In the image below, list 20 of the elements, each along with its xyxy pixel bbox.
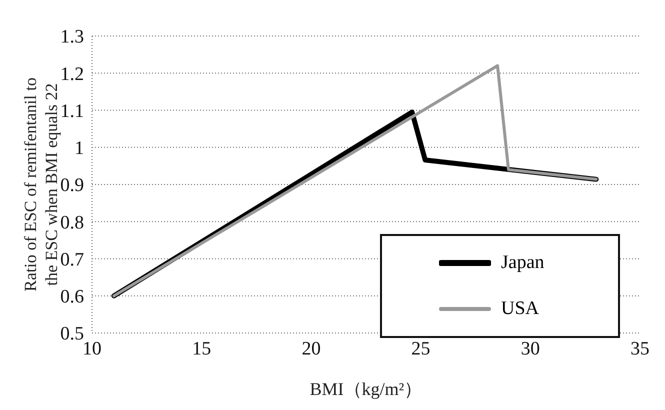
y-axis-title: Ratio of ESC of remifentanil to the ESC when BMI equals 22 — [21, 78, 61, 292]
legend-label: Japan — [501, 252, 546, 274]
x-tick-label: 25 — [411, 338, 430, 360]
y-tick-label: 0.8 — [60, 212, 84, 234]
x-tick-label: 30 — [520, 338, 540, 360]
line-series — [112, 64, 598, 298]
legend-label: USA — [501, 298, 540, 320]
x-tick-label: 15 — [192, 338, 212, 360]
y-tick-label: 0.9 — [60, 175, 84, 196]
y-tick-label: 0.7 — [60, 249, 84, 270]
y-tick-label: 1.3 — [60, 26, 84, 48]
x-tick-label: 10 — [82, 338, 102, 360]
x-axis-title: BMI（kg/m²） — [310, 379, 422, 399]
y-tick-label: 1.1 — [60, 100, 84, 122]
y-tick-label: 1 — [74, 138, 84, 160]
y-tick-label: 0.6 — [60, 286, 84, 308]
x-tick-label: 20 — [302, 338, 321, 360]
y-tick-label: 1.2 — [60, 64, 84, 85]
x-tick-label: 35 — [630, 338, 650, 360]
y-tick-label: 0.5 — [60, 324, 84, 345]
